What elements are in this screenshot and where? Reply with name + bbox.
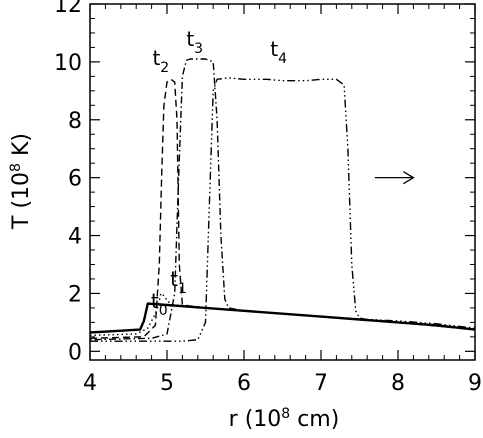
x-tick-label: 9 bbox=[468, 371, 482, 396]
ticks-layer: 4 5 6 7 8 9 0 2 4 6 8 10 12 bbox=[54, 0, 482, 396]
curve-label-t4: t4 bbox=[270, 37, 287, 67]
y-tick-label: 12 bbox=[54, 0, 82, 18]
series-line-t4 bbox=[90, 77, 475, 342]
curve-label-t0: t0 bbox=[151, 289, 168, 319]
curve-label-t2: t2 bbox=[152, 46, 169, 76]
y-tick-label: 0 bbox=[68, 340, 82, 365]
axes-layer bbox=[89, 3, 476, 361]
curve-label-t3: t3 bbox=[186, 27, 203, 57]
series-line-t3 bbox=[90, 58, 475, 341]
y-tick-label: 10 bbox=[54, 51, 82, 76]
y-tick-label: 4 bbox=[68, 225, 82, 250]
x-tick-label: 4 bbox=[83, 371, 97, 396]
y-tick-label: 8 bbox=[68, 109, 82, 134]
y-axis-label: T (108 K) bbox=[8, 133, 34, 230]
x-tick-label: 7 bbox=[314, 371, 328, 396]
x-axis-label: r (108 cm) bbox=[229, 406, 340, 432]
curves-layer bbox=[90, 58, 475, 342]
curve-label-t1: t1 bbox=[170, 267, 187, 297]
series-line-t2 bbox=[90, 78, 475, 339]
annotations-layer bbox=[374, 171, 415, 185]
arrow-right-icon bbox=[374, 171, 415, 185]
x-tick-label: 5 bbox=[160, 371, 174, 396]
x-tick-label: 8 bbox=[391, 371, 405, 396]
y-tick-label: 2 bbox=[68, 282, 82, 307]
y-tick-label: 6 bbox=[68, 167, 82, 192]
plot-frame bbox=[89, 3, 476, 361]
x-tick-label: 6 bbox=[237, 371, 251, 396]
